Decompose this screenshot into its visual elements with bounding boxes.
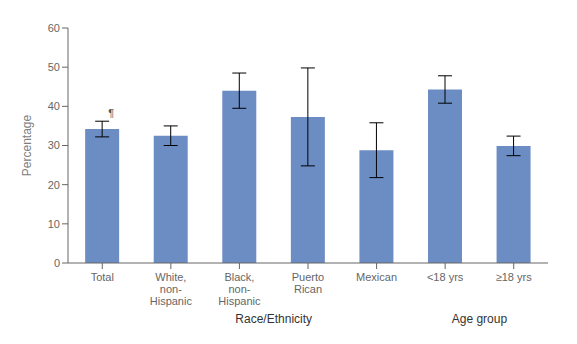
svg-text:Mexican: Mexican: [356, 271, 397, 283]
svg-text:40: 40: [48, 100, 60, 112]
svg-text:Percentage: Percentage: [20, 114, 34, 176]
svg-text:0: 0: [54, 257, 60, 269]
svg-text:Race/Ethnicity: Race/Ethnicity: [235, 312, 312, 326]
svg-text:Total: Total: [91, 271, 114, 283]
svg-text:Black,non-Hispanic: Black,non-Hispanic: [218, 271, 261, 307]
svg-text:Age group: Age group: [452, 312, 508, 326]
svg-text:30: 30: [48, 139, 60, 151]
svg-text:<18 yrs: <18 yrs: [427, 271, 464, 283]
svg-text:≥18 yrs: ≥18 yrs: [496, 271, 532, 283]
svg-text:20: 20: [48, 179, 60, 191]
svg-text:60: 60: [48, 22, 60, 34]
svg-text:10: 10: [48, 218, 60, 230]
svg-text:¶: ¶: [108, 107, 114, 119]
svg-text:PuertoRican: PuertoRican: [292, 271, 324, 295]
svg-text:White,non-Hispanic: White,non-Hispanic: [150, 271, 193, 307]
svg-text:50: 50: [48, 61, 60, 73]
